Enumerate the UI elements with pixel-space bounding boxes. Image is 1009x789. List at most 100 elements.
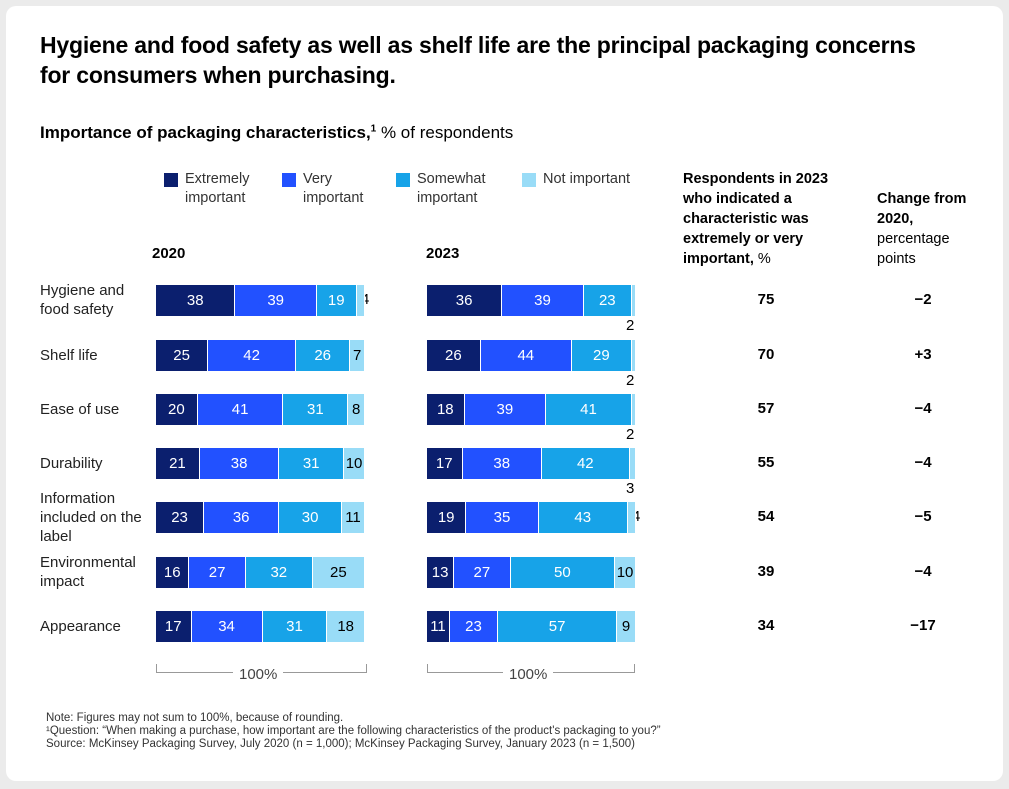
chart-card: Hygiene and food safety as well as shelf… [6,6,1003,781]
panel-year-2023: 2023 [426,245,460,262]
chart-subtitle: Importance of packaging characteristics,… [40,123,513,143]
bar-segment-not [631,340,636,371]
bar-segment-extremely: 17 [156,611,192,642]
bar-segment-not [631,394,636,425]
respondents-2023-value: 55 [757,454,775,471]
legend-item-very: Very important [282,170,383,208]
bar-segment-not: 10 [344,448,365,479]
stacked-bar-2020: 16 27 32 25 [156,557,365,588]
category-label: Hygiene and food safety [40,282,125,318]
bar-segment-extremely: 21 [156,448,200,479]
respondents-2023-value: 54 [757,508,775,525]
bar-segment-very: 39 [502,285,584,316]
bar-segment-somewhat: 31 [279,448,345,479]
stacked-bar-2020: 17 34 31 18 [156,611,365,642]
bar-segment-very: 27 [454,557,511,588]
category-label: Durability [40,454,103,472]
stacked-bar-2020: 21 38 31 10 [156,448,365,479]
category-label: Environmental impact [40,554,136,590]
bar-segment-very: 36 [204,502,280,533]
bar-segment-very: 39 [235,285,317,316]
respondents-2023-value: 34 [757,617,775,634]
bar-segment-very: 38 [199,448,280,479]
footnote-question: ¹Question: “When making a purchase, how … [46,725,661,737]
bar-segment-extremely: 18 [427,394,465,425]
bar-segment-extremely: 25 [156,340,209,371]
bar-segment-very: 34 [191,611,263,642]
stacked-bar-2023: 18 39 41 2 [427,394,636,443]
category-label: Shelf life [40,346,98,364]
bracket-2023: 100% [427,664,635,683]
bar-segment-not: 8 [348,394,365,425]
legend-label-extremely: Extremely important [185,171,250,206]
bar-segment-not: 11 [342,502,365,533]
bar-segment-not: 7 [350,340,365,371]
change-header-bold: Change from 2020, [877,191,967,227]
stacked-bar-2020: 20 41 31 8 [156,394,365,425]
footnote-note: Note: Figures may not sum to 100%, becau… [46,712,344,724]
change-from-2020-value: −4 [914,454,932,471]
data-label-not: 2 [626,372,635,389]
bar-segment-somewhat: 29 [571,340,632,371]
bar-segment-not: 9 [617,611,636,642]
stacked-bar-2020: 23 36 30 11 [156,502,365,533]
stacked-bar-2020: 38 39 19 4 [156,285,369,316]
legend-label-very: Very important [303,171,364,206]
legend-swatch-extremely [164,173,178,187]
bar-segment-somewhat: 31 [283,394,349,425]
legend-label-somewhat: Somewhat important [417,171,486,206]
bar-segment-very: 42 [208,340,297,371]
bar-segment-extremely: 36 [427,285,503,316]
data-label-not: 2 [626,426,635,443]
bar-segment-very: 39 [464,394,547,425]
bracket-2020: 100% [156,664,367,683]
data-label-not: 2 [626,317,635,334]
subtitle-bold: Importance of packaging characteristics, [40,123,371,142]
subtitle-unit: % of respondents [376,123,514,142]
bar-segment-somewhat: 26 [296,340,351,371]
data-label-not: 4 [361,291,370,308]
bar-segment-extremely: 23 [156,502,205,533]
change-from-2020-value: −4 [914,563,932,580]
legend-label-not: Not important [543,171,631,187]
bar-segment-extremely: 20 [156,394,198,425]
bar-segment-extremely: 38 [156,285,236,316]
data-label-not: 3 [626,480,635,497]
bar-segment-extremely: 26 [427,340,481,371]
respondents-column-header: Respondents in 2023 who indicated a char… [683,169,853,269]
bar-segment-somewhat: 32 [245,557,313,588]
respondents-header-bold: Respondents in 2023 who indicated a char… [683,171,829,267]
legend-item-not: Not important [522,170,638,189]
bar-segment-not [631,285,636,316]
bar-segment-somewhat: 50 [510,557,616,588]
bar-segment-not [629,448,636,479]
bar-segment-very: 41 [197,394,284,425]
bar-segment-somewhat: 30 [279,502,342,533]
bracket-label-2023: 100% [503,666,554,683]
stacked-bar-2023: 17 38 42 3 [427,448,636,497]
footnote-source: Source: McKinsey Packaging Survey, July … [46,738,635,750]
bar-segment-very: 44 [480,340,572,371]
stacked-bar-2023: 26 44 29 2 [427,340,636,389]
change-from-2020-value: −4 [914,400,932,417]
respondents-2023-value: 39 [757,563,775,580]
bar-segment-not [356,285,365,316]
category-label: Ease of use [40,400,120,418]
bar-segment-somewhat: 43 [538,502,628,533]
bar-segment-extremely: 16 [156,557,190,588]
bar-segment-not: 25 [312,557,365,588]
respondents-2023-value: 70 [757,346,775,363]
respondents-2023-value: 75 [757,291,775,308]
bar-segment-not [627,502,636,533]
bar-segment-not: 10 [615,557,636,588]
bar-segment-not: 18 [327,611,365,642]
stacked-bar-2020: 25 42 26 7 [156,340,365,371]
stacked-bar-2023: 13 27 50 10 [427,557,636,588]
headline: Hygiene and food safety as well as shelf… [40,32,916,88]
respondents-2023-value: 57 [757,400,775,417]
change-from-2020-value: −2 [914,291,932,308]
bar-segment-somewhat: 31 [262,611,328,642]
change-from-2020-value: −17 [910,617,936,634]
legend-swatch-very [282,173,296,187]
bar-segment-somewhat: 23 [583,285,632,316]
